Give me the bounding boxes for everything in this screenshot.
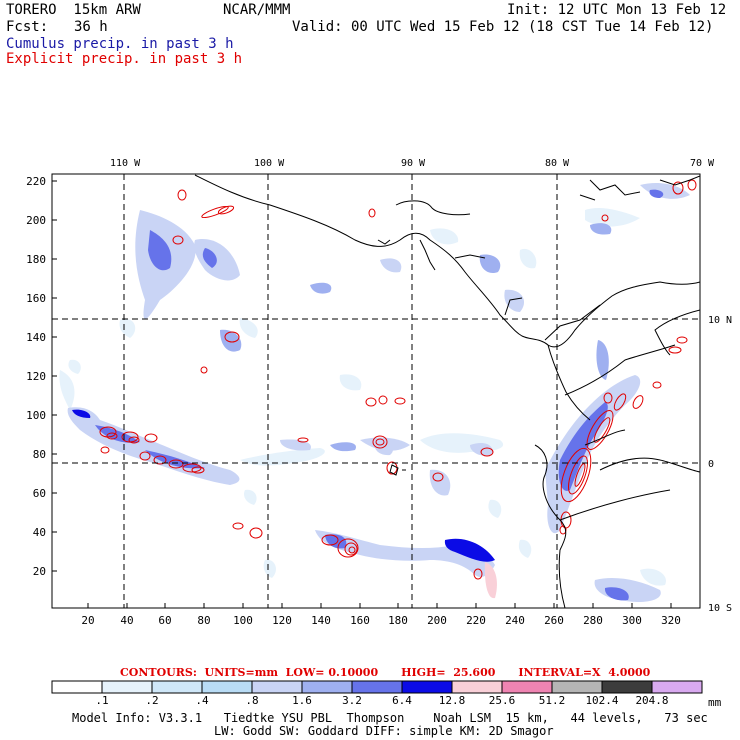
x-tick: 20 bbox=[81, 614, 94, 627]
valid-time: Valid: 00 UTC Wed 15 Feb 12 (18 CST Tue … bbox=[292, 19, 714, 35]
x-tick: 280 bbox=[583, 614, 603, 627]
colorbar-label: 6.4 bbox=[392, 694, 412, 707]
lon-label: 100 W bbox=[254, 158, 285, 169]
y-tick: 80 bbox=[33, 448, 46, 461]
y-tick: 180 bbox=[26, 253, 46, 266]
lon-label: 70 W bbox=[690, 158, 715, 169]
x-tick: 220 bbox=[466, 614, 486, 627]
colorbar-swatch bbox=[451, 680, 503, 694]
cumulus-precip bbox=[59, 183, 690, 602]
legend-explicit: Explicit precip. in past 3 h bbox=[6, 51, 243, 67]
colorbar-swatch bbox=[101, 680, 153, 694]
colorbar-label: 25.6 bbox=[489, 694, 516, 707]
colorbar-label: .2 bbox=[145, 694, 158, 707]
x-tick: 140 bbox=[311, 614, 331, 627]
x-tick: 180 bbox=[388, 614, 408, 627]
colorbar bbox=[51, 680, 703, 694]
x-tick: 100 bbox=[233, 614, 253, 627]
colorbar-label: 1.6 bbox=[292, 694, 312, 707]
x-tick: 40 bbox=[120, 614, 133, 627]
y-tick-marks bbox=[52, 180, 57, 572]
latitude-labels: 10 N 0 10 S bbox=[708, 315, 732, 614]
x-tick: 80 bbox=[197, 614, 210, 627]
x-tick: 300 bbox=[622, 614, 642, 627]
colorbar-labels: .1 .2 .4 .8 1.6 3.2 6.4 12.8 25.6 51.2 102.4 204.8 bbox=[95, 694, 668, 707]
colorbar-label: 3.2 bbox=[342, 694, 362, 707]
colorbar-swatch bbox=[301, 680, 353, 694]
colorbar-swatch bbox=[51, 680, 103, 694]
x-tick: 60 bbox=[158, 614, 171, 627]
colorbar-swatch bbox=[601, 680, 653, 694]
colorbar-label: .8 bbox=[245, 694, 258, 707]
colorbar-label: .1 bbox=[95, 694, 108, 707]
y-tick: 140 bbox=[26, 331, 46, 344]
colorbar-label: 204.8 bbox=[635, 694, 668, 707]
legend-cumulus: Cumulus precip. in past 3 h bbox=[6, 36, 234, 52]
x-tick-marks bbox=[87, 603, 672, 608]
colorbar-swatch bbox=[401, 680, 453, 694]
lat-label: 0 bbox=[708, 459, 714, 470]
model-info: Model Info: V3.3.1 Tiedtke YSU PBL Thomp… bbox=[72, 711, 708, 725]
lon-label: 90 W bbox=[401, 158, 426, 169]
colorbar-label: 51.2 bbox=[539, 694, 566, 707]
x-tick: 200 bbox=[427, 614, 447, 627]
explicit-precip-contours bbox=[99, 179, 697, 580]
colorbar-swatch bbox=[651, 680, 703, 694]
colorbar-label: .4 bbox=[195, 694, 209, 707]
y-tick: 160 bbox=[26, 292, 46, 305]
x-tick: 120 bbox=[272, 614, 292, 627]
precip-fields bbox=[52, 174, 700, 608]
colorbar-swatch bbox=[551, 680, 603, 694]
colorbar-label: 12.8 bbox=[439, 694, 466, 707]
lat-label: 10 N bbox=[708, 315, 732, 326]
lat-label: 10 S bbox=[708, 603, 732, 614]
physics-info: LW: Godd SW: Goddard DIFF: simple KM: 2D… bbox=[214, 724, 554, 738]
y-tick: 220 bbox=[26, 175, 46, 188]
forecast-hour: 36 h bbox=[74, 19, 108, 35]
x-tick-labels: 20 40 60 80 100 120 140 160 180 200 220 … bbox=[81, 614, 681, 627]
model-title: TORERO 15km ARW bbox=[6, 2, 141, 18]
x-tick: 160 bbox=[350, 614, 370, 627]
colorbar-swatch bbox=[201, 680, 253, 694]
colorbar-swatch bbox=[151, 680, 203, 694]
organization: NCAR/MMM bbox=[223, 2, 291, 18]
colorbar-label: 102.4 bbox=[585, 694, 618, 707]
colorbar-swatch bbox=[351, 680, 403, 694]
x-tick: 240 bbox=[505, 614, 525, 627]
init-time: Init: 12 UTC Mon 13 Feb 12 bbox=[507, 2, 727, 18]
y-tick: 120 bbox=[26, 370, 46, 383]
y-tick-labels: 220 200 180 160 140 120 100 80 60 40 20 bbox=[26, 175, 46, 578]
map-border bbox=[51, 173, 701, 609]
contour-info: CONTOURS: UNITS=mm LOW= 0.10000 HIGH= 25… bbox=[120, 666, 651, 679]
y-tick: 40 bbox=[33, 526, 46, 539]
x-tick: 320 bbox=[661, 614, 681, 627]
lon-label: 80 W bbox=[545, 158, 570, 169]
lon-label: 110 W bbox=[110, 158, 141, 169]
y-tick: 60 bbox=[33, 487, 46, 500]
y-tick: 200 bbox=[26, 214, 46, 227]
coastlines bbox=[194, 174, 700, 608]
colorbar-swatch bbox=[251, 680, 303, 694]
colorbar-unit: mm bbox=[708, 696, 722, 709]
graticule bbox=[52, 174, 700, 608]
x-tick: 260 bbox=[544, 614, 564, 627]
y-tick: 20 bbox=[33, 565, 46, 578]
longitude-labels: 110 W 100 W 90 W 80 W 70 W bbox=[110, 158, 715, 169]
colorbar-swatch bbox=[501, 680, 553, 694]
y-tick: 100 bbox=[26, 409, 46, 422]
forecast-label: Fcst: bbox=[6, 19, 49, 35]
